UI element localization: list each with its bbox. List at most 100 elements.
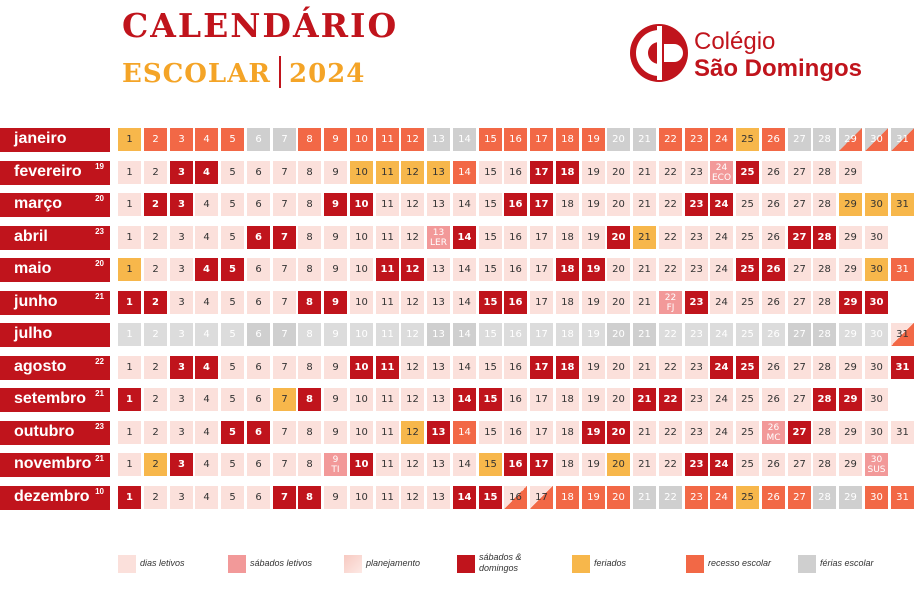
day-number: 24 — [715, 492, 728, 503]
day-number: 6 — [255, 199, 262, 210]
day-number: 28 — [818, 362, 831, 373]
legend-label: sábados & domingos — [479, 552, 522, 573]
day-cell: 19 — [582, 388, 605, 411]
day-cell: 17 — [530, 161, 553, 184]
day-number: 7 — [281, 134, 288, 145]
day-number: 8 — [306, 199, 313, 210]
logo-emblem-icon — [630, 24, 688, 82]
day-cell: 8 — [298, 161, 321, 184]
day-cell: 23 — [685, 226, 708, 249]
day-cell: 11 — [376, 291, 399, 314]
day-number: 10 — [355, 232, 368, 243]
day-number: 10 — [354, 362, 369, 373]
day-cell: 19 — [582, 161, 605, 184]
day-number: 5 — [229, 297, 236, 308]
day-number: 17 — [535, 297, 548, 308]
day-cell: 7 — [273, 193, 296, 216]
day-cell: 7 — [273, 453, 296, 476]
day-cell: 16 — [504, 323, 527, 346]
day-cell: 27 — [788, 193, 811, 216]
day-cell: 21 — [633, 388, 656, 411]
day-number: 18 — [561, 329, 574, 340]
day-cell: 30 — [865, 193, 888, 216]
day-number: 13 — [432, 228, 445, 238]
day-number: 15 — [484, 232, 497, 243]
day-number: 27 — [793, 199, 806, 210]
day-number: 2 — [152, 134, 159, 145]
day-number: 24 — [715, 394, 728, 405]
day-number: 22 — [664, 293, 677, 303]
month-label-janeiro: janeiro — [0, 128, 110, 152]
day-cell: 6 — [247, 226, 270, 249]
day-cell: 7 — [273, 421, 296, 444]
day-cell: 17 — [530, 258, 553, 281]
day-number: 1 — [126, 329, 133, 340]
day-number: 1 — [126, 427, 133, 438]
day-cell: 23 — [685, 258, 708, 281]
day-cell: 5 — [221, 128, 244, 151]
day-number: 9 — [332, 264, 339, 275]
day-number: 11 — [381, 459, 394, 470]
day-cell: 1 — [118, 291, 141, 314]
day-cell: 13 — [427, 258, 450, 281]
day-number: 9 — [332, 232, 339, 243]
day-cell: 8 — [298, 421, 321, 444]
month-label-dezembro: dezembro 10 — [0, 486, 110, 510]
month-label-abril: abril 23 — [0, 226, 110, 250]
day-number: 25 — [740, 167, 755, 178]
day-cell: 16 — [504, 388, 527, 411]
day-number: 11 — [380, 264, 395, 275]
day-cell: 25 — [736, 453, 759, 476]
day-cell: 27 — [788, 388, 811, 411]
day-cell: 30 — [865, 258, 888, 281]
day-number: 9 — [332, 297, 339, 308]
day-cell: 1 — [118, 193, 141, 216]
day-number: 18 — [561, 394, 574, 405]
day-number: 24 — [715, 232, 728, 243]
day-cell: 6 — [247, 486, 270, 509]
day-number: 3 — [178, 134, 185, 145]
day-cell: 28 — [813, 323, 836, 346]
day-number: 11 — [381, 492, 394, 503]
day-cell: 20 — [607, 193, 630, 216]
day-cell: 8 — [298, 453, 321, 476]
legend-label: dias letivos — [140, 558, 185, 568]
day-cell: 1 — [118, 161, 141, 184]
day-number: 7 — [281, 264, 288, 275]
day-cell: 8 — [298, 486, 321, 509]
day-cell: 13 — [427, 193, 450, 216]
day-number: 7 — [281, 232, 288, 243]
day-cell: 31 — [891, 421, 914, 444]
day-number: 10 — [355, 394, 368, 405]
day-cell: 10 — [350, 356, 373, 379]
day-event-code: FJ — [666, 303, 675, 313]
day-number: 27 — [792, 232, 807, 243]
day-number: 21 — [638, 329, 651, 340]
day-number: 27 — [793, 264, 806, 275]
day-number: 15 — [484, 134, 497, 145]
day-number: 31 — [896, 134, 909, 145]
day-cell: 13 — [427, 291, 450, 314]
day-number: 15 — [484, 329, 497, 340]
day-number: 10 — [355, 492, 368, 503]
day-cell: 6 — [247, 323, 270, 346]
day-number: 3 — [178, 362, 185, 373]
day-number: 26 — [767, 232, 780, 243]
day-cell: 22 — [659, 486, 682, 509]
day-number: 20 — [612, 134, 625, 145]
day-number: 21 — [638, 264, 651, 275]
day-cell: 29 — [839, 486, 862, 509]
day-number: 18 — [561, 134, 574, 145]
day-cell: 26 — [762, 453, 785, 476]
day-number: 18 — [560, 264, 575, 275]
day-cell: 24 ECO — [710, 161, 733, 184]
day-cell: 2 — [144, 388, 167, 411]
month-name: março — [14, 195, 63, 212]
day-number: 29 — [843, 394, 858, 405]
day-number: 12 — [406, 427, 419, 438]
day-number: 19 — [587, 329, 600, 340]
day-number: 27 — [793, 134, 806, 145]
day-number: 19 — [587, 199, 600, 210]
day-cell: 21 — [633, 486, 656, 509]
day-number: 12 — [406, 297, 419, 308]
